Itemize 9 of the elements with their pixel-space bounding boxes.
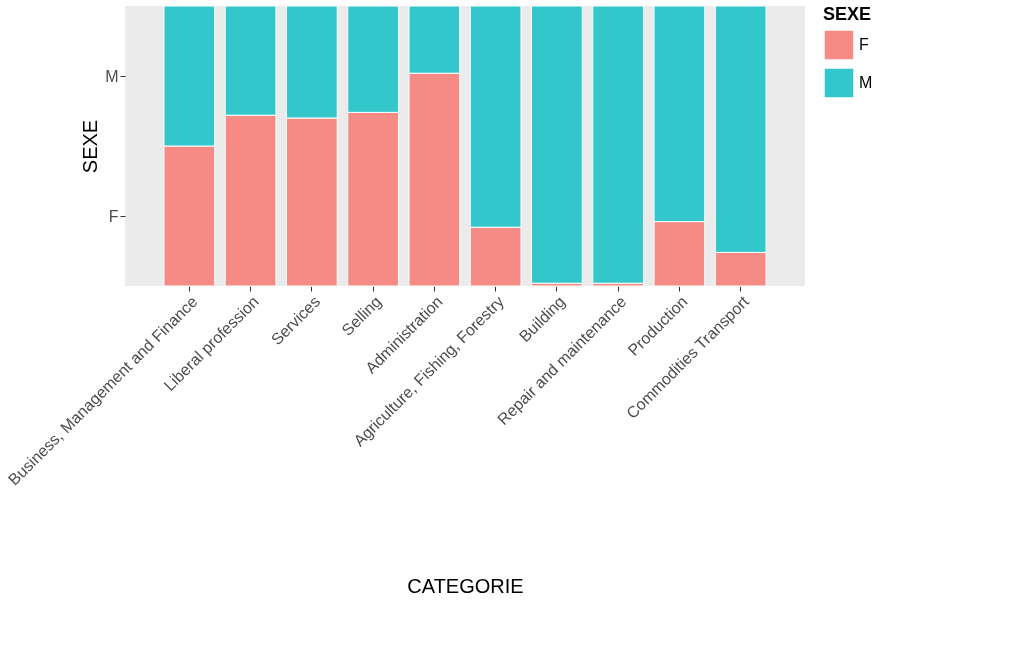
legend-label: F [859,36,869,53]
text: M [105,67,119,85]
legend-label: M [859,74,873,91]
bar [531,5,583,284]
legend-title: SEXE [823,4,872,24]
y-axis-title: SEXE [79,119,102,174]
text: F [108,207,119,225]
x-axis-title: CATEGORIE [407,574,524,597]
bar [592,5,645,284]
